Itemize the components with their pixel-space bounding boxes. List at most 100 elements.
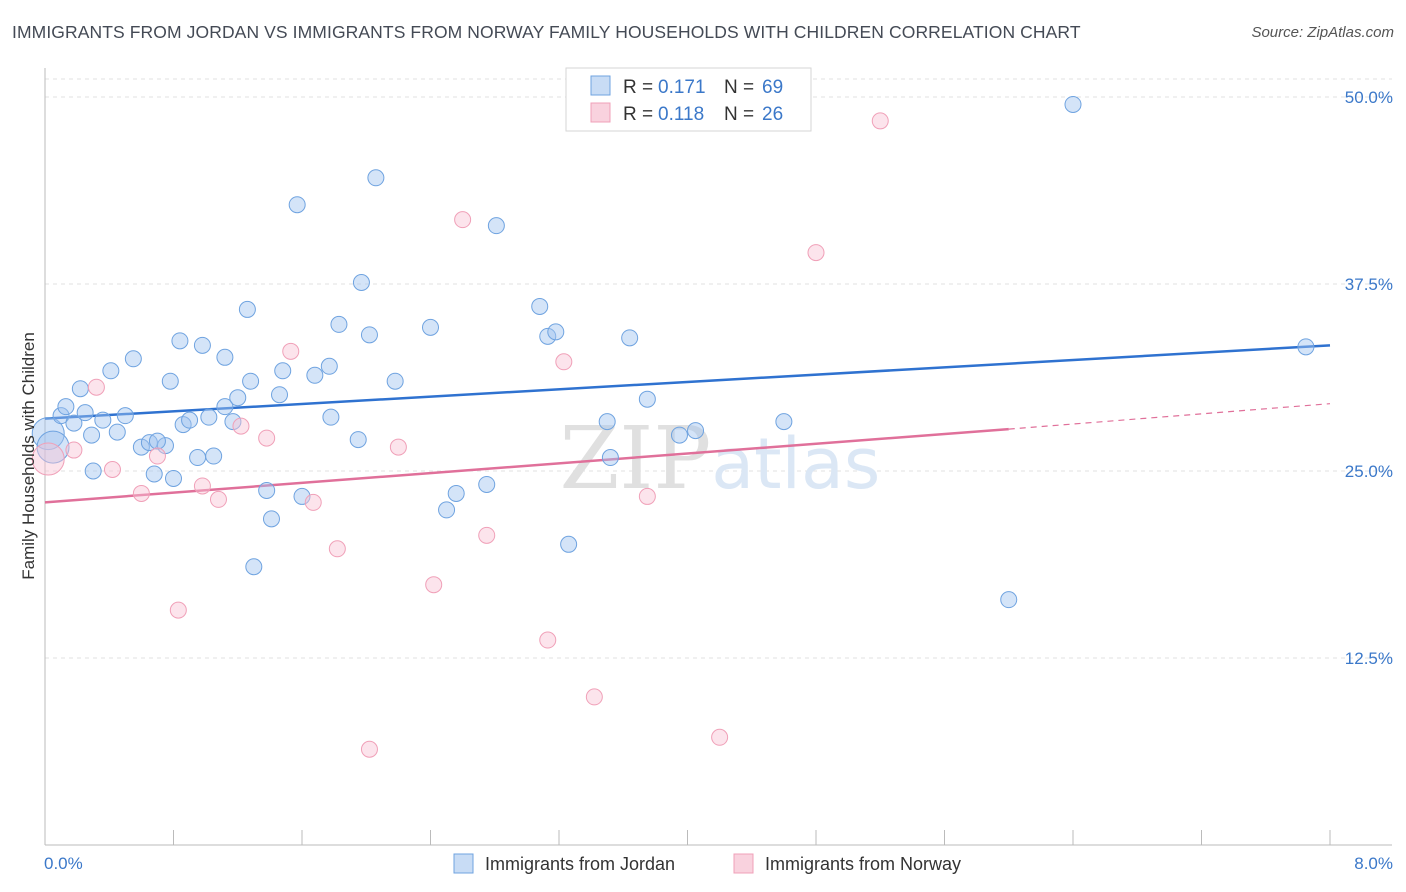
point-norway-16 xyxy=(425,576,443,594)
point-jordan-34 xyxy=(262,510,280,528)
trend-line-norway xyxy=(44,427,1009,504)
point-jordan-35 xyxy=(271,386,289,404)
trend-line-norway-extension xyxy=(1008,403,1331,430)
point-jordan-48 xyxy=(422,318,439,336)
point-jordan-38 xyxy=(293,487,311,505)
point-norway-1 xyxy=(65,441,83,459)
point-jordan-24 xyxy=(193,336,211,354)
legend-jordan-r-value: 0.171 xyxy=(658,77,706,98)
point-norway-6 xyxy=(169,601,187,619)
point-norway-18 xyxy=(478,526,496,544)
point-norway-11 xyxy=(282,342,300,360)
trend-lines xyxy=(44,344,1331,504)
legend-norway-r-label: R = xyxy=(623,104,653,125)
point-norway-24 xyxy=(807,244,825,262)
chart-title: IMMIGRANTS FROM JORDAN VS IMMIGRANTS FRO… xyxy=(12,22,1081,42)
point-jordan-4 xyxy=(65,414,83,432)
point-norway-13 xyxy=(328,540,346,558)
legend-swatch-jordan xyxy=(590,75,611,96)
point-jordan-65 xyxy=(1064,95,1082,113)
x-tick-label-0: 0.0% xyxy=(44,854,83,873)
point-jordan-54 xyxy=(539,327,557,345)
point-jordan-47 xyxy=(386,372,404,390)
point-jordan-36 xyxy=(274,362,292,380)
point-jordan-32 xyxy=(242,372,260,390)
point-jordan-6 xyxy=(76,404,94,422)
point-jordan-3 xyxy=(57,398,75,416)
point-jordan-19 xyxy=(165,469,182,487)
tick-labels: 12.5% 25.0% 37.5% 50.0% 0.0% 8.0% xyxy=(44,88,1393,873)
point-jordan-51 xyxy=(478,475,496,493)
point-jordan-58 xyxy=(601,449,619,467)
point-jordan-64 xyxy=(1000,591,1018,609)
point-norway-14 xyxy=(360,740,378,758)
point-jordan-0 xyxy=(31,417,65,451)
point-jordan-11 xyxy=(108,423,126,441)
point-jordan-60 xyxy=(638,390,656,408)
legend-jordan-n-value: 69 xyxy=(762,77,783,98)
point-jordan-25 xyxy=(200,408,218,426)
point-jordan-31 xyxy=(238,300,256,318)
point-jordan-23 xyxy=(189,449,207,467)
point-jordan-27 xyxy=(216,398,234,416)
point-jordan-10 xyxy=(102,362,120,380)
point-norway-7 xyxy=(193,477,211,495)
point-jordan-12 xyxy=(116,407,134,425)
point-norway-21 xyxy=(585,688,603,706)
y-tick-label-2: 37.5% xyxy=(1345,275,1393,294)
point-norway-3 xyxy=(103,461,121,479)
point-jordan-9 xyxy=(94,411,112,429)
legend-swatch-norway xyxy=(590,102,611,123)
chart-source: Source: ZipAtlas.com xyxy=(1251,24,1394,41)
point-norway-19 xyxy=(539,631,557,649)
point-norway-20 xyxy=(555,353,573,371)
point-norway-5 xyxy=(148,447,166,465)
point-norway-0 xyxy=(31,442,65,476)
point-jordan-20 xyxy=(171,332,189,350)
point-jordan-40 xyxy=(320,357,338,375)
point-jordan-46 xyxy=(367,169,385,187)
point-jordan-13 xyxy=(124,350,142,368)
point-jordan-59 xyxy=(621,329,639,347)
point-jordan-53 xyxy=(531,297,549,315)
point-norway-4 xyxy=(132,484,150,502)
point-jordan-29 xyxy=(224,413,242,431)
point-norway-22 xyxy=(638,487,656,505)
point-norway-12 xyxy=(304,493,322,511)
point-jordan-22 xyxy=(181,411,199,429)
point-jordan-42 xyxy=(330,315,348,333)
point-norway-15 xyxy=(389,438,407,456)
point-jordan-61 xyxy=(670,426,688,444)
point-jordan-45 xyxy=(360,326,378,344)
point-jordan-52 xyxy=(487,217,505,235)
point-jordan-67 xyxy=(245,558,263,576)
point-jordan-56 xyxy=(560,535,578,553)
y-tick-label-0: 12.5% xyxy=(1345,649,1393,668)
y-tick-label-1: 25.0% xyxy=(1345,462,1393,481)
point-jordan-7 xyxy=(83,426,101,444)
point-jordan-2 xyxy=(52,407,70,425)
point-jordan-57 xyxy=(598,413,616,431)
point-jordan-14 xyxy=(132,438,150,456)
y-tick-label-3: 50.0% xyxy=(1345,88,1393,107)
bottom-legend-label-norway: Immigrants from Norway xyxy=(765,854,961,874)
bottom-legend: Immigrants from Jordan Immigrants from N… xyxy=(453,853,961,874)
point-jordan-33 xyxy=(258,481,276,499)
point-jordan-50 xyxy=(447,484,465,502)
point-jordan-16 xyxy=(145,465,163,483)
point-jordan-68 xyxy=(148,432,166,450)
point-jordan-8 xyxy=(84,462,102,480)
axes xyxy=(44,68,1392,846)
point-norway-2 xyxy=(87,378,105,396)
point-jordan-43 xyxy=(349,431,367,449)
legend-jordan-n-label: N = xyxy=(724,77,754,98)
trend-line-jordan xyxy=(44,344,1331,420)
point-jordan-30 xyxy=(229,389,247,407)
bottom-legend-label-jordan: Immigrants from Jordan xyxy=(485,854,675,874)
point-jordan-41 xyxy=(322,408,340,426)
watermark: ZIPatlas xyxy=(560,409,881,509)
point-jordan-44 xyxy=(352,274,370,292)
point-jordan-18 xyxy=(161,372,179,390)
point-norway-23 xyxy=(711,728,729,746)
